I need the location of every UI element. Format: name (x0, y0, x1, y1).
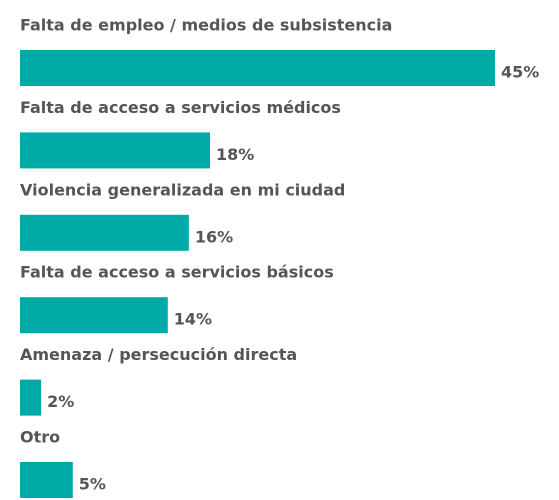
value-label: 18% (216, 145, 254, 164)
category-label: Falta de acceso a servicios médicos (20, 98, 341, 117)
value-label: 2% (47, 392, 74, 411)
category-label: Violencia generalizada en mi ciudad (20, 180, 345, 199)
bar (20, 214, 189, 251)
bar (20, 462, 73, 498)
bar (20, 132, 210, 169)
category-label: Falta de acceso a servicios básicos (20, 263, 334, 282)
value-label: 5% (79, 475, 106, 494)
bar (20, 379, 42, 416)
value-label: 16% (195, 227, 233, 246)
category-label: Otro (20, 428, 60, 447)
bar (20, 297, 168, 334)
value-label: 14% (174, 310, 212, 329)
category-label: Falta de empleo / medios de subsistencia (20, 16, 392, 35)
value-label: 45% (501, 63, 539, 82)
category-label: Amenaza / persecución directa (20, 345, 297, 364)
bar (20, 50, 495, 86)
